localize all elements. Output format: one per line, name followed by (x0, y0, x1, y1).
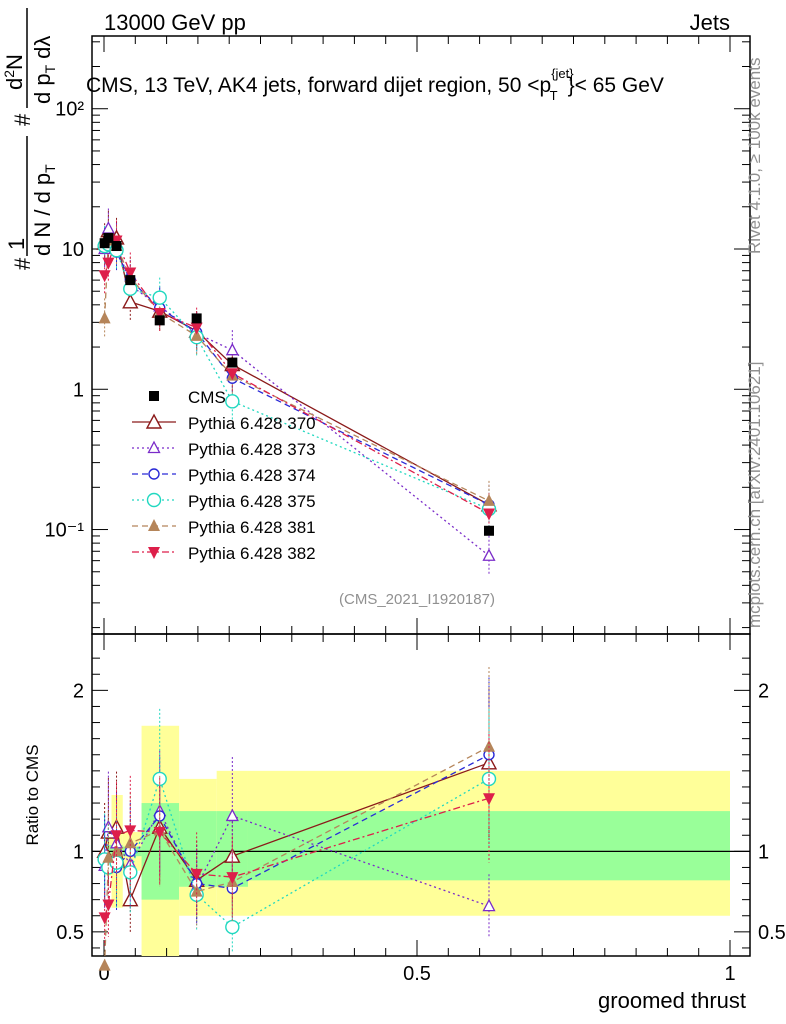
x-axis-label: groomed thrust (598, 988, 746, 1013)
main-point-p381 (190, 328, 203, 341)
legend-label-p373: Pythia 6.428 373 (188, 440, 316, 459)
main-point-p382 (102, 257, 115, 270)
main-point-cms (125, 275, 136, 286)
y-axis-label-main-den: d N / d pT (30, 164, 58, 256)
ratio-ytick-label-right: 2 (758, 680, 769, 702)
main-point-p375 (152, 290, 167, 305)
main-point-p381 (98, 311, 111, 324)
ratio-point-p382 (226, 872, 239, 885)
main-point-p375 (225, 394, 240, 409)
main-point-p381 (482, 493, 495, 506)
plot-title-prefix: CMS, 13 TeV, AK4 jets, forward dijet reg… (86, 74, 551, 97)
main-point-p382 (226, 368, 239, 381)
legend-label-p374: Pythia 6.428 374 (188, 466, 316, 485)
ratio-line-p382 (104, 797, 490, 918)
main-point-cms (191, 313, 202, 324)
main-point-p382 (190, 322, 203, 335)
plot-title-sub: T (550, 88, 558, 103)
main-ytick-label: 10 (62, 239, 84, 261)
main-point-p373 (482, 548, 496, 561)
ratio-point-p381 (190, 884, 203, 897)
ratio-ytick-label-right: 0.5 (758, 922, 786, 944)
main-ytick-label: 1 (73, 379, 84, 401)
ratio-ytick-label-right: 1 (758, 841, 769, 863)
ratio-point-p382 (190, 868, 203, 881)
xtick-label: 0.5 (403, 963, 431, 985)
xtick-label: 1 (724, 963, 735, 985)
header-collision: 13000 GeV pp (104, 10, 246, 35)
ratio-ytick-label: 1 (73, 841, 84, 863)
legend-label-p375: Pythia 6.428 375 (188, 492, 316, 511)
ratio-plot-frame (91, 633, 751, 957)
main-point-p382 (482, 508, 495, 521)
legend: CMS Pythia 6.428 370 Pythia 6.428 373 Pythi… (132, 388, 316, 563)
xtick-label: 0 (98, 963, 109, 985)
ratio-point-p375 (225, 919, 240, 935)
ratio-axis-ticks: 0 0.5 1 0.5 0.5 1 1 2 2 (56, 634, 786, 985)
main-line-p370 (104, 229, 490, 506)
main-axis-ticks: 10⁻¹ 1 10 10² (45, 36, 750, 634)
legend-marker-p374 (148, 468, 160, 480)
ratio-point-p381 (98, 958, 111, 971)
legend-label-p370: Pythia 6.428 370 (188, 414, 316, 433)
ratio-point-p381 (482, 739, 495, 752)
ratio-point-p382 (98, 912, 111, 925)
y-axis-label-main: # 1 d N / d pT # d pTdλ d2N (1, 8, 58, 270)
y-axis-label-main-num2: d2N (1, 54, 27, 90)
ratio-line-p381 (103, 746, 490, 966)
main-series-group (96, 208, 498, 576)
main-line-p381 (103, 239, 490, 502)
plot-title: CMS, 13 TeV, AK4 jets, forward dijet reg… (86, 66, 664, 103)
main-point-p373 (225, 342, 239, 356)
main-point-p382 (98, 270, 111, 283)
mcplots-label: mcplots.cern.ch [arXiv:2401.10621] (745, 362, 764, 628)
plot-title-suffix: }< 65 GeV (568, 74, 664, 97)
ratio-series-group (96, 667, 498, 971)
ratio-point-p381 (124, 836, 137, 849)
plot-title-sup: {jet} (551, 66, 574, 81)
legend-marker-p381 (148, 519, 160, 531)
main-point-cms (111, 241, 122, 252)
main-ytick-label: 10⁻¹ (45, 520, 85, 542)
main-point-cms (483, 525, 494, 536)
legend-marker-p375 (146, 492, 162, 508)
y-axis-label-main-text: # (10, 257, 35, 270)
ratio-ytick-label: 2 (73, 680, 84, 702)
main-point-cms (154, 315, 165, 326)
rivet-version-label: Rivet 4.1.0, ≥ 100k events (745, 58, 764, 254)
ratio-point-p382 (110, 830, 123, 843)
ratio-point-p382 (153, 827, 166, 840)
ratio-point-p382 (102, 899, 115, 912)
legend-label-p382: Pythia 6.428 382 (188, 544, 316, 563)
main-point-p382 (153, 307, 166, 320)
ratio-point-p382 (482, 793, 495, 806)
analysis-id: (CMS_2021_I1920187) (339, 591, 495, 608)
y-axis-label-ratio: Ratio to CMS (23, 744, 42, 845)
y-axis-label-main-hash: # (10, 113, 35, 126)
main-ytick-label: 10² (55, 99, 84, 121)
main-point-p370 (122, 293, 139, 309)
legend-marker-p370 (145, 413, 163, 429)
main-point-cms (99, 238, 110, 249)
main-point-cms (227, 357, 238, 368)
ratio-bands (92, 725, 750, 956)
legend-label-cms: CMS (188, 388, 226, 407)
ratio-point-p373 (482, 898, 496, 912)
ratio-ytick-label: 0.5 (56, 922, 84, 944)
ratio-point-p382 (124, 825, 137, 838)
ratio-point-p373 (225, 808, 239, 822)
ratio-point-p381 (102, 850, 115, 863)
legend-label-p381: Pythia 6.428 381 (188, 518, 316, 537)
main-point-p382 (124, 267, 137, 280)
legend-marker-p373 (147, 440, 161, 454)
legend-marker-cms (149, 391, 159, 401)
legend-marker-p382 (148, 547, 160, 559)
y-axis-label-main-num: 1 (4, 238, 29, 250)
y-axis-label-main-den2: d pTdλ (30, 36, 58, 104)
header-category: Jets (690, 10, 730, 35)
main-point-cms (103, 232, 114, 243)
